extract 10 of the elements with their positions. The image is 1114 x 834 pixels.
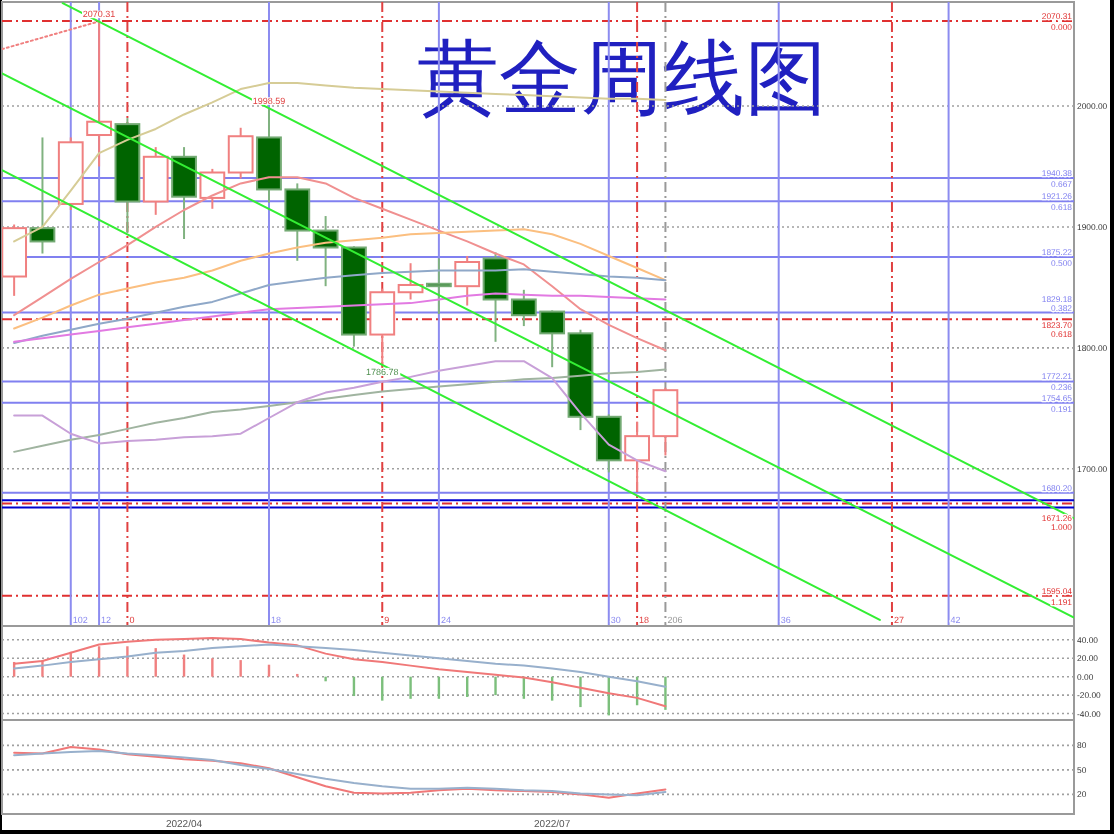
line-series xyxy=(13,368,667,453)
line-series xyxy=(13,643,667,688)
candlestick xyxy=(426,257,452,315)
candlestick xyxy=(171,146,197,241)
candlestick xyxy=(142,146,169,216)
line-series xyxy=(13,360,667,473)
candlestick xyxy=(454,254,481,307)
line-series xyxy=(13,228,667,330)
chart-title: 黄金周线图 xyxy=(416,30,827,126)
line-series xyxy=(13,636,667,708)
